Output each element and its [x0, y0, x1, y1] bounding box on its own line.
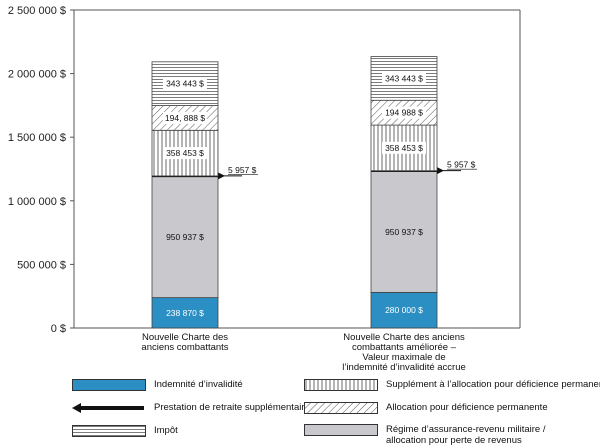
x-category-label: anciens combattants [141, 342, 228, 353]
bar-data-label: 280 000 $ [385, 305, 423, 315]
bar-label-background [382, 141, 426, 154]
bar-segment [370, 171, 438, 293]
x-category-label: Nouvelle Charte des [142, 332, 228, 343]
bar-label-background [163, 111, 207, 124]
bar-data-label: 358 453 $ [166, 148, 204, 158]
x-category-label: combattants améliorée – [352, 342, 457, 353]
bar-label-background [382, 106, 426, 119]
y-tick-label: 1 500 000 $ [8, 132, 66, 144]
bar-data-label: 343 443 $ [385, 73, 423, 83]
bar-data-label: 194 988 $ [385, 108, 423, 118]
bar-segment [370, 291, 438, 329]
bar-label-background [382, 72, 426, 85]
bar-data-label: 358 453 $ [385, 143, 423, 153]
y-tick-label: 2 500 000 $ [8, 5, 66, 17]
bar-data-label: 194, 888 $ [165, 113, 205, 123]
bar-data-label: 950 937 $ [166, 232, 204, 242]
y-tick-label: 500 000 $ [17, 259, 66, 271]
bar-segment [151, 176, 219, 299]
x-category-label: Nouvelle Charte des anciens [343, 332, 465, 343]
bar-data-label: 238 870 $ [166, 308, 204, 318]
bar-data-label: 5 957 $ [447, 160, 476, 170]
bar-label-background [163, 77, 207, 90]
y-tick-label: 1 000 000 $ [8, 196, 66, 208]
bar-data-label: 343 443 $ [166, 79, 204, 89]
x-category-label: Valeur maximale de [362, 352, 445, 363]
bar-label-background [163, 147, 207, 160]
plot-area: 0 $ 500 000 $ 1 000 000 $ 1 500 000 $ 2 000 … [8, 5, 521, 373]
bar-data-label: 5 957 $ [228, 165, 257, 175]
x-category-label: l’indemnité d’invalidité accrue [342, 362, 466, 373]
bar-data-label: 950 937 $ [385, 227, 423, 237]
y-tick-label: 2 000 000 $ [8, 69, 66, 81]
y-tick-label: 0 $ [51, 323, 66, 335]
